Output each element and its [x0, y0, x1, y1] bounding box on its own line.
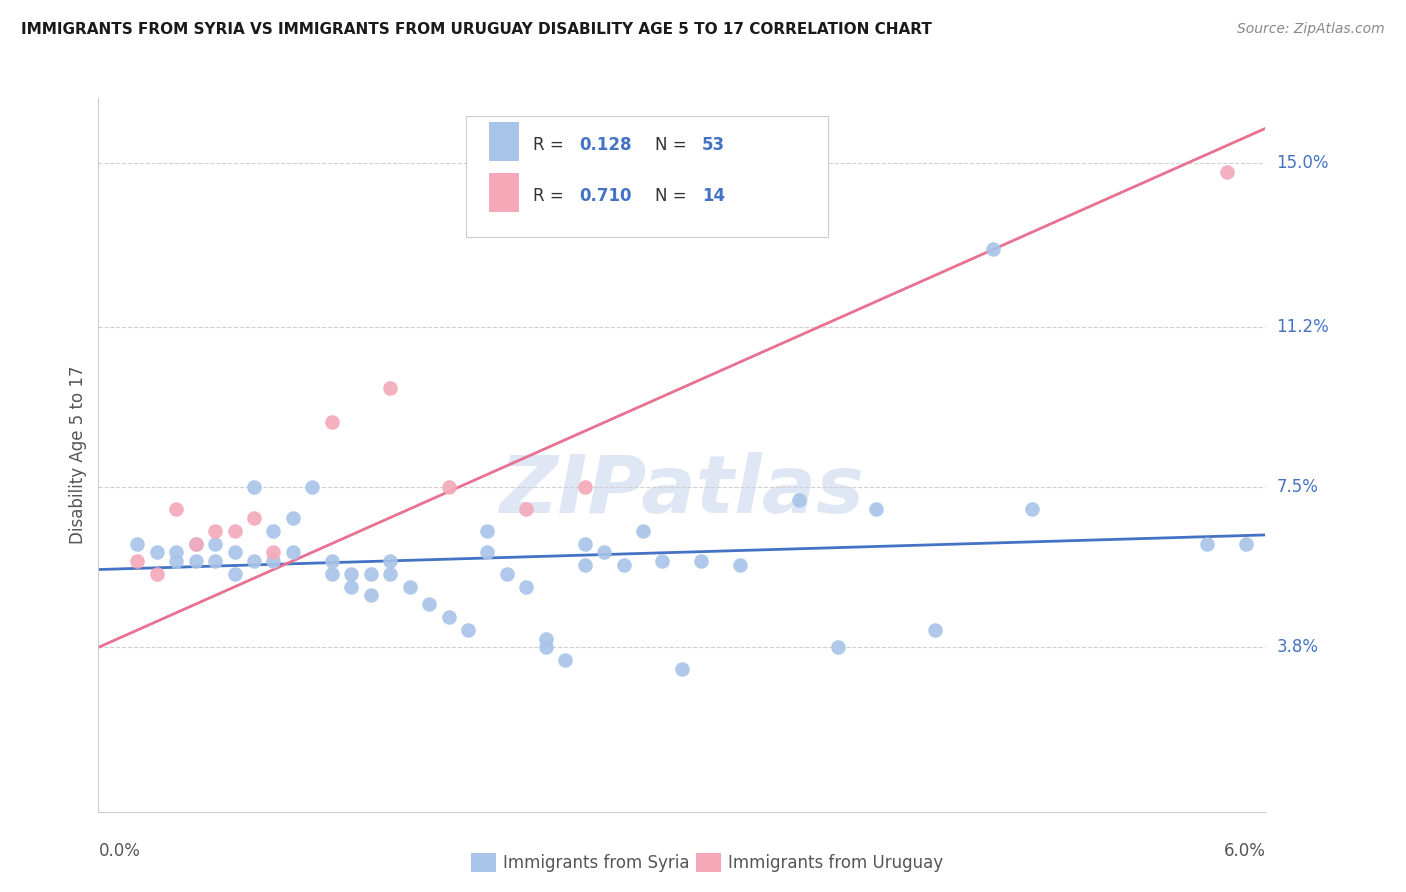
- Point: [340, 580, 363, 594]
- Text: IMMIGRANTS FROM SYRIA VS IMMIGRANTS FROM URUGUAY DISABILITY AGE 5 TO 17 CORRELAT: IMMIGRANTS FROM SYRIA VS IMMIGRANTS FROM…: [21, 22, 932, 37]
- Text: Immigrants from Syria: Immigrants from Syria: [503, 854, 690, 871]
- Point: [281, 545, 304, 559]
- Text: N =: N =: [655, 136, 692, 153]
- Point: [534, 640, 557, 655]
- Text: Immigrants from Uruguay: Immigrants from Uruguay: [728, 854, 943, 871]
- Point: [534, 632, 557, 646]
- Point: [554, 653, 576, 667]
- Text: Source: ZipAtlas.com: Source: ZipAtlas.com: [1237, 22, 1385, 37]
- Point: [1021, 502, 1043, 516]
- Text: N =: N =: [655, 187, 692, 205]
- Text: 0.0%: 0.0%: [98, 842, 141, 860]
- Point: [437, 610, 460, 624]
- Point: [612, 558, 634, 573]
- Point: [224, 545, 246, 559]
- Point: [574, 536, 596, 550]
- Point: [204, 536, 226, 550]
- Point: [243, 510, 266, 524]
- Point: [146, 566, 169, 581]
- Point: [437, 480, 460, 494]
- Point: [146, 545, 169, 559]
- Point: [262, 545, 284, 559]
- Text: ZIPatlas: ZIPatlas: [499, 451, 865, 530]
- Point: [243, 554, 266, 568]
- Point: [827, 640, 849, 655]
- Text: 11.2%: 11.2%: [1277, 318, 1329, 336]
- Point: [651, 554, 673, 568]
- FancyBboxPatch shape: [465, 116, 828, 237]
- Point: [631, 524, 654, 538]
- Point: [477, 524, 499, 538]
- Point: [165, 554, 187, 568]
- Y-axis label: Disability Age 5 to 17: Disability Age 5 to 17: [69, 366, 87, 544]
- Text: 6.0%: 6.0%: [1223, 842, 1265, 860]
- Point: [574, 480, 596, 494]
- Point: [574, 558, 596, 573]
- Point: [184, 536, 207, 550]
- Point: [1195, 536, 1218, 550]
- Point: [477, 545, 499, 559]
- Text: 14: 14: [702, 187, 725, 205]
- Point: [1215, 164, 1237, 178]
- Point: [378, 381, 402, 395]
- Point: [224, 566, 246, 581]
- Point: [321, 566, 343, 581]
- FancyBboxPatch shape: [489, 173, 519, 212]
- Point: [321, 416, 343, 430]
- Point: [165, 502, 187, 516]
- Point: [243, 480, 266, 494]
- Point: [515, 580, 537, 594]
- Point: [1234, 536, 1257, 550]
- Point: [204, 554, 226, 568]
- Text: 15.0%: 15.0%: [1277, 154, 1329, 172]
- Point: [360, 589, 382, 603]
- Point: [378, 554, 402, 568]
- Text: R =: R =: [533, 136, 568, 153]
- Point: [340, 566, 363, 581]
- Point: [457, 623, 479, 637]
- Point: [515, 502, 537, 516]
- Point: [496, 566, 519, 581]
- Point: [321, 554, 343, 568]
- Point: [690, 554, 713, 568]
- Text: 0.710: 0.710: [579, 187, 631, 205]
- Point: [730, 558, 752, 573]
- Point: [165, 545, 187, 559]
- Text: 7.5%: 7.5%: [1277, 478, 1319, 496]
- Point: [787, 493, 810, 508]
- Point: [204, 524, 226, 538]
- Point: [981, 243, 1004, 257]
- Point: [127, 536, 149, 550]
- Text: 53: 53: [702, 136, 725, 153]
- Point: [184, 554, 207, 568]
- Point: [398, 580, 420, 594]
- Point: [184, 536, 207, 550]
- Text: 3.8%: 3.8%: [1277, 639, 1319, 657]
- Point: [418, 597, 440, 611]
- Point: [281, 510, 304, 524]
- FancyBboxPatch shape: [489, 121, 519, 161]
- Point: [865, 502, 887, 516]
- Point: [378, 566, 402, 581]
- Point: [127, 554, 149, 568]
- Point: [224, 524, 246, 538]
- Point: [262, 554, 284, 568]
- Point: [262, 524, 284, 538]
- Point: [671, 662, 693, 676]
- Point: [301, 480, 323, 494]
- Point: [924, 623, 946, 637]
- Text: R =: R =: [533, 187, 568, 205]
- Point: [360, 566, 382, 581]
- Point: [593, 545, 616, 559]
- Text: 0.128: 0.128: [579, 136, 631, 153]
